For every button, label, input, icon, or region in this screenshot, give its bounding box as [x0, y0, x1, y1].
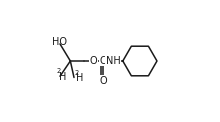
Text: NH: NH — [106, 56, 120, 66]
Text: O: O — [99, 76, 107, 86]
Text: H: H — [76, 73, 84, 83]
Text: O: O — [90, 56, 97, 66]
Text: C: C — [100, 56, 107, 66]
Text: 2: 2 — [75, 70, 79, 76]
Text: H: H — [59, 72, 66, 82]
Text: HO: HO — [52, 37, 67, 47]
Text: 2: 2 — [57, 68, 61, 74]
